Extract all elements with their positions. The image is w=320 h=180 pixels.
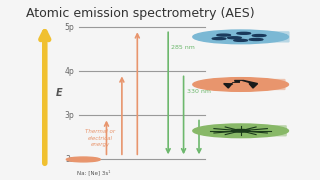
Text: Thermal or
electrical
energy: Thermal or electrical energy: [85, 129, 116, 147]
Text: Atomization: Atomization: [242, 32, 288, 41]
Text: Excitation: Excitation: [246, 80, 284, 89]
Text: 4p: 4p: [64, 67, 74, 76]
Text: 330 nm: 330 nm: [187, 89, 211, 94]
Circle shape: [193, 30, 288, 44]
Circle shape: [66, 157, 100, 162]
Polygon shape: [224, 80, 258, 88]
Text: 589 nm: 589 nm: [202, 130, 226, 136]
Circle shape: [228, 37, 241, 39]
Text: 3p: 3p: [64, 111, 74, 120]
Circle shape: [193, 124, 288, 138]
Polygon shape: [233, 81, 248, 86]
Circle shape: [231, 129, 250, 132]
Circle shape: [234, 39, 247, 41]
Circle shape: [252, 35, 266, 37]
Circle shape: [249, 39, 263, 40]
Text: Na: [Ne] 3s¹: Na: [Ne] 3s¹: [77, 170, 110, 176]
Circle shape: [237, 32, 251, 34]
Text: 3s: 3s: [65, 155, 74, 164]
Circle shape: [193, 78, 288, 91]
Text: 5p: 5p: [64, 23, 74, 32]
Circle shape: [212, 38, 226, 40]
Text: 285 nm: 285 nm: [171, 44, 195, 50]
Text: Atomic emission spectrometry (AES): Atomic emission spectrometry (AES): [26, 7, 255, 20]
Circle shape: [217, 34, 230, 36]
Text: Relaxation: Relaxation: [245, 126, 286, 135]
Text: E: E: [55, 88, 62, 98]
